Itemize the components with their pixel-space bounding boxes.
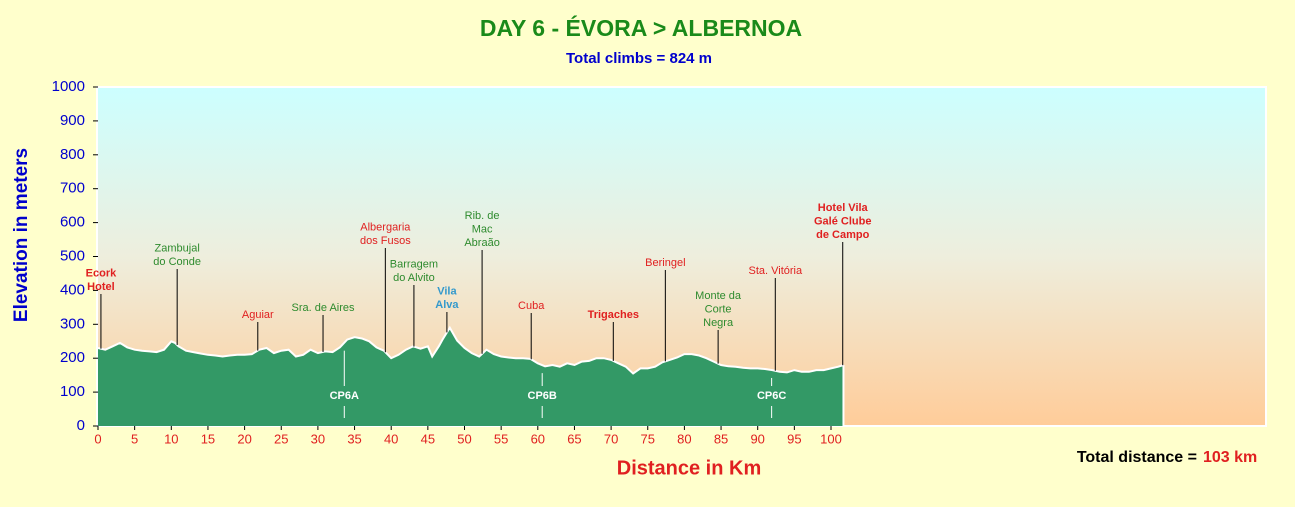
x-tick-label: 45 bbox=[421, 431, 435, 446]
y-tick-label: 0 bbox=[77, 417, 85, 434]
waypoint-label: de Campo bbox=[816, 229, 869, 241]
total-distance-label: Total distance = bbox=[1077, 449, 1197, 466]
waypoint-label: Corte bbox=[705, 303, 732, 315]
x-tick-label: 40 bbox=[384, 431, 398, 446]
waypoint-label: Galé Clube bbox=[814, 215, 871, 227]
y-tick-label: 100 bbox=[60, 383, 85, 400]
waypoint-label: Abraão bbox=[464, 237, 499, 249]
waypoint-label: Mac bbox=[472, 223, 493, 235]
x-tick-label: 30 bbox=[311, 431, 325, 446]
chart-title: DAY 6 - ÉVORA > ALBERNOA bbox=[480, 14, 802, 41]
y-tick-label: 1000 bbox=[52, 78, 85, 95]
x-tick-label: 55 bbox=[494, 431, 508, 446]
waypoint-label: Vila bbox=[437, 285, 457, 297]
waypoint-label: Alva bbox=[435, 299, 459, 311]
waypoint-label: Hotel Vila bbox=[818, 202, 869, 214]
x-tick-label: 95 bbox=[787, 431, 801, 446]
waypoint-label: do Conde bbox=[153, 256, 201, 268]
x-tick-label: 70 bbox=[604, 431, 618, 446]
x-tick-label: 10 bbox=[164, 431, 178, 446]
y-tick-label: 700 bbox=[60, 180, 85, 197]
waypoint-label: Beringel bbox=[645, 257, 685, 269]
x-tick-label: 0 bbox=[94, 431, 101, 446]
x-tick-label: 60 bbox=[531, 431, 545, 446]
x-tick-label: 20 bbox=[237, 431, 251, 446]
x-tick-label: 75 bbox=[641, 431, 655, 446]
waypoint-label: Monte da bbox=[695, 290, 742, 302]
waypoint-label: do Alvito bbox=[393, 272, 435, 284]
waypoint-label: dos Fusos bbox=[360, 235, 411, 247]
chart-subtitle: Total climbs = 824 m bbox=[566, 50, 712, 67]
waypoint-label: Hotel bbox=[87, 281, 115, 293]
profile-line bbox=[97, 325, 844, 375]
waypoint-label: Sta. Vitória bbox=[748, 265, 802, 277]
waypoint-label: Trigaches bbox=[588, 309, 639, 321]
y-tick-label: 400 bbox=[60, 281, 85, 298]
waypoint-label: Rib. de bbox=[465, 210, 500, 222]
waypoint-label: Albergaria bbox=[360, 221, 411, 233]
x-tick-label: 35 bbox=[347, 431, 361, 446]
x-tick-label: 65 bbox=[567, 431, 581, 446]
waypoint-label: Zambujal bbox=[155, 242, 200, 254]
y-tick-label: 500 bbox=[60, 247, 85, 264]
waypoint-label: Sra. de Aires bbox=[292, 302, 355, 314]
x-tick-label: 90 bbox=[750, 431, 764, 446]
x-tick-label: 25 bbox=[274, 431, 288, 446]
total-distance-value: 103 km bbox=[1203, 449, 1257, 466]
area-fill bbox=[98, 327, 844, 426]
waypoint-label: Aguiar bbox=[242, 309, 274, 321]
waypoint-label: Barragem bbox=[390, 258, 438, 270]
y-tick-label: 900 bbox=[60, 112, 85, 129]
waypoint-label: Ecork bbox=[86, 267, 117, 279]
x-tick-label: 5 bbox=[131, 431, 138, 446]
x-tick-label: 100 bbox=[820, 431, 842, 446]
waypoint-label: Negra bbox=[703, 317, 734, 329]
y-tick-label: 600 bbox=[60, 214, 85, 231]
x-axis-label: Distance in Km bbox=[617, 457, 761, 479]
x-tick-label: 50 bbox=[457, 431, 471, 446]
x-tick-label: 85 bbox=[714, 431, 728, 446]
waypoint-label: Cuba bbox=[518, 300, 545, 312]
checkpoint-label: CP6C bbox=[757, 390, 786, 402]
x-tick-label: 15 bbox=[201, 431, 215, 446]
y-axis-label: Elevation in meters bbox=[11, 148, 32, 322]
y-tick-label: 300 bbox=[60, 315, 85, 332]
checkpoint-label: CP6A bbox=[330, 390, 359, 402]
checkpoint-label: CP6B bbox=[528, 390, 557, 402]
y-tick-label: 800 bbox=[60, 146, 85, 163]
x-tick-label: 80 bbox=[677, 431, 691, 446]
y-tick-label: 200 bbox=[60, 349, 85, 366]
